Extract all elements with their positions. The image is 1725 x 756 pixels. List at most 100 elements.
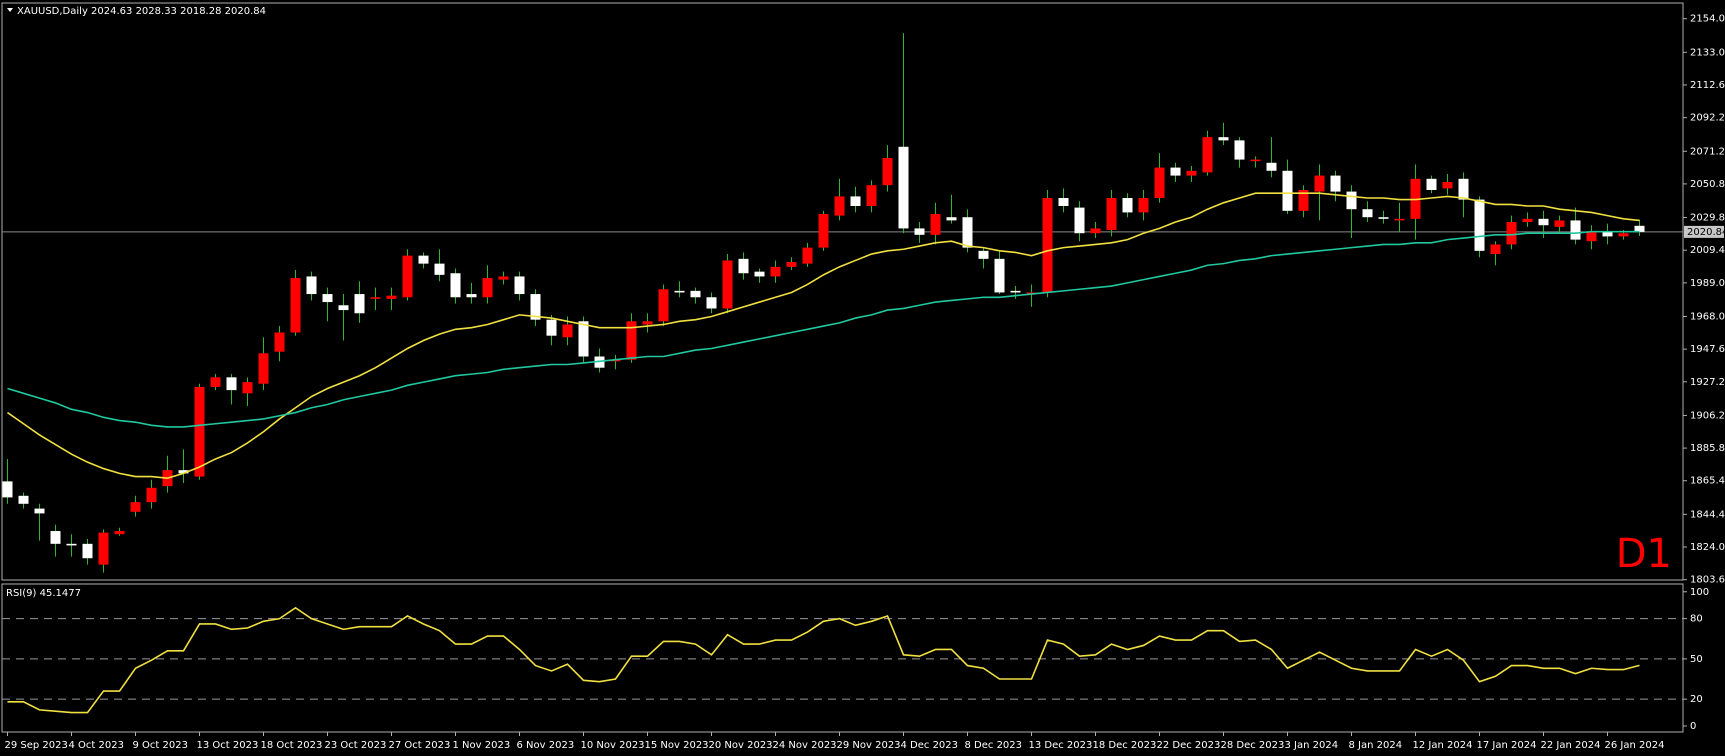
y-tick-label: 2029.80	[1690, 213, 1725, 224]
candle-body	[674, 290, 685, 293]
candle-body	[1234, 140, 1245, 160]
candle-body	[1522, 218, 1533, 223]
candle-body	[738, 258, 749, 274]
candle-body	[690, 290, 701, 298]
candle-body	[1154, 167, 1165, 199]
x-tick-label: 23 Oct 2023	[325, 740, 387, 751]
candle-body	[1586, 231, 1597, 242]
candle-body	[1010, 290, 1021, 293]
x-tick-label: 10 Nov 2023	[581, 740, 645, 751]
candle-body	[402, 255, 413, 298]
candle-body	[1298, 189, 1309, 211]
candle-body	[1554, 220, 1565, 227]
candle-body	[786, 262, 797, 267]
x-tick-label: 24 Nov 2023	[773, 740, 837, 751]
candle-body	[1330, 175, 1341, 192]
candle-body	[1106, 198, 1117, 231]
candle-body	[1218, 137, 1229, 141]
rsi-title: RSI(9) 45.1477	[6, 588, 81, 599]
candle-body	[178, 470, 189, 474]
candle-body	[242, 382, 253, 394]
candle-body	[1538, 218, 1549, 226]
candle-body	[626, 321, 637, 360]
candle-body	[1138, 198, 1149, 213]
candle-body	[642, 321, 653, 325]
x-tick-label: 12 Jan 2024	[1413, 740, 1473, 751]
candle-body	[290, 278, 301, 333]
candle-body	[850, 196, 861, 207]
candle-body	[1490, 244, 1501, 255]
x-tick-label: 29 Nov 2023	[837, 740, 901, 751]
candle-body	[354, 294, 365, 314]
x-tick-label: 22 Jan 2024	[1541, 740, 1601, 751]
x-tick-label: 8 Jan 2024	[1349, 740, 1403, 751]
candle-body	[306, 276, 317, 295]
candle-body	[770, 266, 781, 277]
candle-body	[114, 531, 125, 535]
candle-body	[18, 495, 29, 504]
candle-body	[2, 481, 13, 498]
candle-body	[546, 319, 557, 336]
y-tick-label: 2009.40	[1690, 245, 1725, 256]
candle-body	[498, 276, 509, 280]
x-tick-label: 29 Sep 2023	[5, 740, 68, 751]
candle-body	[722, 260, 733, 309]
chart-title: XAUUSD,Daily 2024.63 2028.33 2018.28 202…	[17, 6, 266, 17]
y-tick-label: 2133.00	[1690, 47, 1725, 58]
candle-body	[578, 321, 589, 357]
y-tick-label: 1803.60	[1690, 575, 1725, 586]
candle-body	[994, 258, 1005, 293]
candle-body	[562, 324, 573, 338]
candle-body	[194, 386, 205, 477]
y-tick-label: 1947.60	[1690, 344, 1725, 355]
y-tick-label: 20	[1690, 694, 1703, 705]
candle-body	[274, 332, 285, 352]
y-tick-label: 50	[1690, 654, 1703, 665]
candle-body	[322, 294, 333, 303]
y-tick-label: 1927.20	[1690, 377, 1725, 388]
x-tick-label: 26 Jan 2024	[1605, 740, 1665, 751]
candle-body	[706, 297, 717, 309]
candle-body	[1090, 228, 1101, 234]
candle-body	[1042, 198, 1053, 293]
candle-body	[1442, 181, 1453, 189]
timeframe-watermark: D1	[1616, 531, 1672, 577]
x-tick-label: 13 Oct 2023	[197, 740, 259, 751]
x-tick-label: 22 Dec 2023	[1157, 740, 1221, 751]
x-tick-label: 6 Nov 2023	[517, 740, 575, 751]
candle-body	[386, 295, 397, 299]
candle-body	[514, 276, 525, 295]
y-tick-label: 1906.20	[1690, 410, 1725, 421]
x-tick-label: 28 Dec 2023	[1221, 740, 1285, 751]
candle-body	[530, 294, 541, 320]
candle-body	[1634, 225, 1645, 232]
moving-average	[7, 192, 1640, 479]
x-tick-label: 8 Dec 2023	[965, 740, 1023, 751]
candle-body	[1186, 170, 1197, 176]
candle-body	[898, 146, 909, 229]
candle-body	[210, 377, 221, 387]
current-price-box	[1684, 225, 1724, 238]
candle-body	[34, 508, 45, 514]
x-tick-label: 9 Oct 2023	[133, 740, 188, 751]
candle-body	[1282, 170, 1293, 211]
x-tick-label: 1 Nov 2023	[453, 740, 511, 751]
candle-body	[482, 278, 493, 298]
y-tick-label: 2050.80	[1690, 179, 1725, 190]
candle-body	[1250, 159, 1261, 162]
candle-body	[50, 531, 61, 544]
candle-body	[1058, 198, 1069, 207]
moving-average	[7, 230, 1640, 428]
candle-body	[946, 217, 957, 221]
candle-body	[1458, 178, 1469, 200]
candle-body	[1362, 209, 1373, 218]
candle-body	[1202, 137, 1213, 173]
y-tick-label: 1989.00	[1690, 278, 1725, 289]
menu-arrow	[7, 8, 13, 12]
candle-body	[66, 543, 77, 546]
candle-body	[1170, 167, 1181, 176]
y-tick-label: 2112.60	[1690, 80, 1725, 91]
x-tick-label: 4 Dec 2023	[901, 740, 959, 751]
